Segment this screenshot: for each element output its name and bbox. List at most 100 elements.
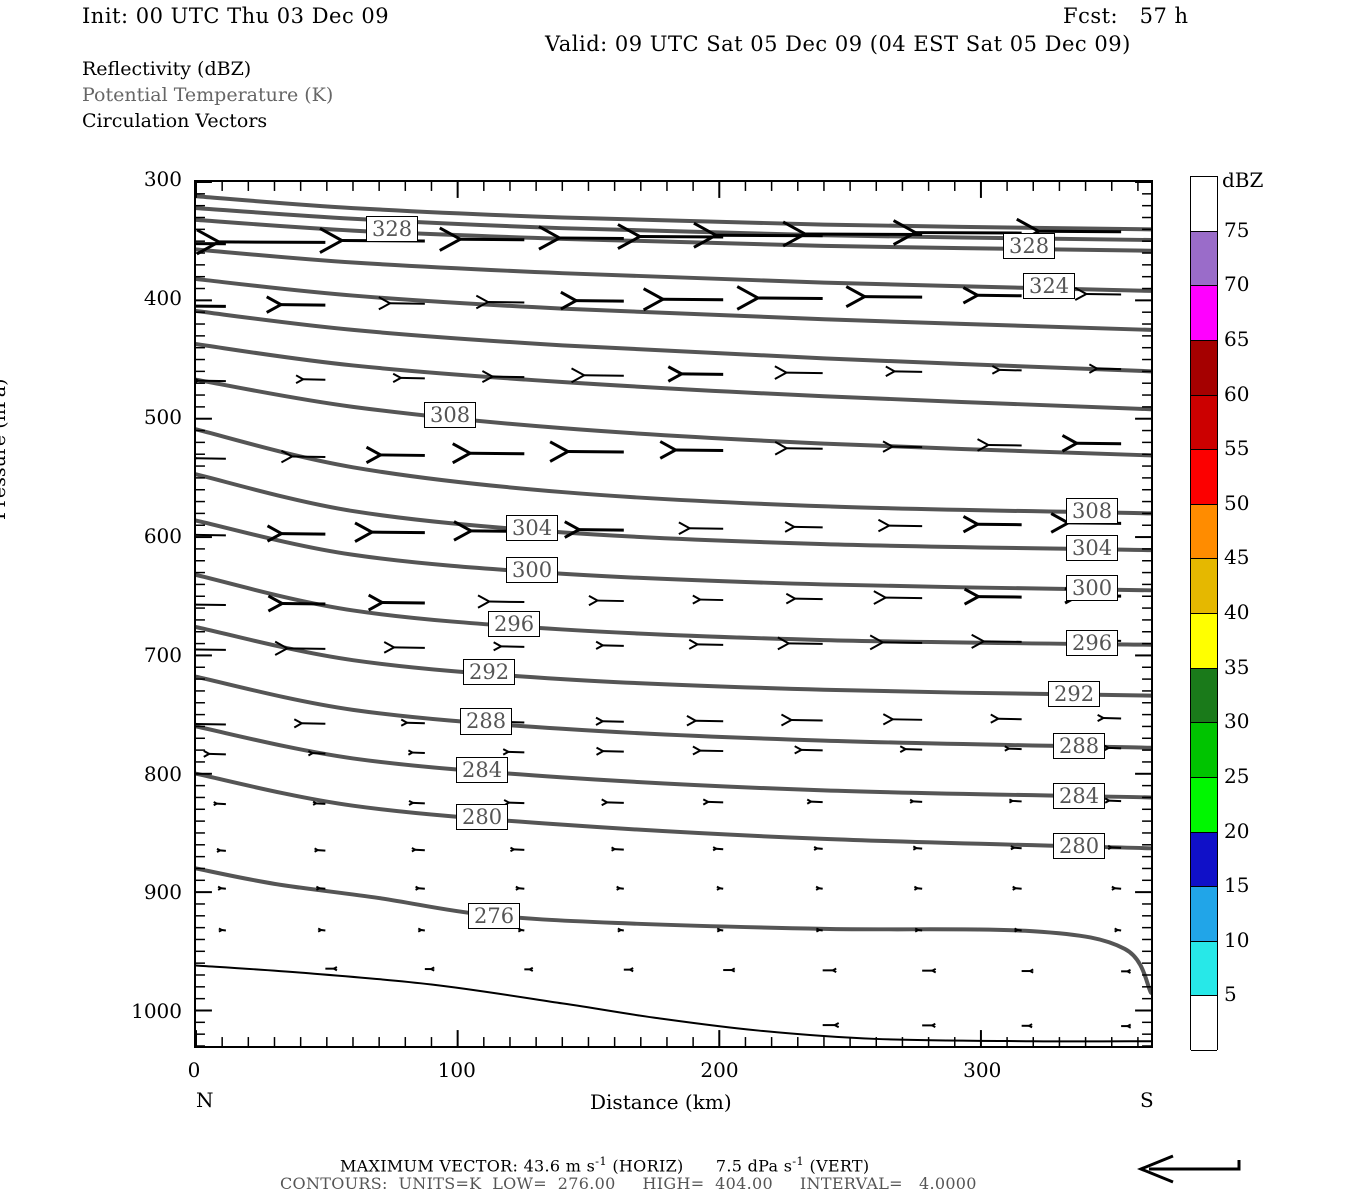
wind-vector <box>1008 798 1022 804</box>
max-vector-vert-exponent: -1 <box>792 1154 805 1168</box>
wind-vector <box>822 1022 840 1029</box>
colorbar-band <box>1191 723 1217 778</box>
wind-vector <box>642 287 724 312</box>
contours-units: UNITS=K <box>398 1174 482 1193</box>
wind-vector <box>912 845 923 851</box>
plot-canvas <box>196 182 1151 1046</box>
wind-vector <box>611 846 624 852</box>
contour-label: 300 <box>506 556 559 583</box>
wind-vector <box>196 533 226 537</box>
wind-vector <box>213 801 226 807</box>
wind-vector <box>1104 744 1122 751</box>
x-axis-label: Distance (km) <box>590 1090 732 1114</box>
colorbar-band <box>1191 504 1217 560</box>
wind-vector <box>203 749 226 758</box>
wind-vector <box>475 294 525 310</box>
colorbar-tick-label: 45 <box>1224 545 1250 570</box>
colorbar-tick-label: 15 <box>1224 873 1250 898</box>
wind-vector <box>815 885 823 891</box>
wind-vector <box>265 295 326 314</box>
wind-vector <box>785 592 823 605</box>
wind-vector <box>991 365 1022 375</box>
wind-vector <box>307 750 326 757</box>
wind-vector <box>962 515 1022 534</box>
wind-vector <box>1061 434 1122 453</box>
y-axis-tick-label: 300 <box>143 167 182 191</box>
wind-vector <box>873 590 923 605</box>
wind-vector <box>1012 885 1022 891</box>
wind-vector <box>815 927 823 933</box>
wind-vector <box>1088 363 1122 374</box>
wind-vector <box>692 745 724 756</box>
wind-vector <box>216 847 226 853</box>
max-vector-vert-value: 7.5 <box>715 1156 743 1176</box>
contour-line <box>196 277 1151 332</box>
cross-section-plot: 328 308 304 300 296 292 288 284 280 276 328 324 308 3… <box>194 180 1153 1048</box>
wind-vector <box>266 524 326 543</box>
contour-label: 280 <box>1053 833 1106 860</box>
wind-vector <box>794 745 823 755</box>
contours-low: LOW= 276.00 <box>492 1174 616 1193</box>
forecast-hour-text: Fcst: 57 h <box>1063 4 1189 28</box>
wind-vector <box>571 367 624 384</box>
contour-line <box>196 342 1151 412</box>
colorbar-tick-label: 30 <box>1224 709 1250 734</box>
wind-vector <box>1121 968 1131 974</box>
contour-line <box>196 724 1151 800</box>
contour-line <box>196 427 1151 516</box>
colorbar-tick-label: 40 <box>1224 600 1250 624</box>
colorbar-band <box>1191 941 1217 997</box>
contour-line <box>196 247 1151 293</box>
wind-vector <box>560 290 624 311</box>
wind-vector <box>378 296 425 311</box>
wind-vector <box>196 242 226 246</box>
valid-time-text: Valid: 09 UTC Sat 05 Dec 09 (04 EST Sat … <box>545 32 1131 56</box>
contour-label: 328 <box>366 216 419 243</box>
contour-label: 304 <box>506 514 559 541</box>
wind-vector <box>477 594 525 609</box>
wind-vector <box>588 595 624 607</box>
wind-vector <box>549 440 624 463</box>
wind-vector <box>1021 968 1034 974</box>
colorbar-tick-label: 20 <box>1224 818 1250 843</box>
wind-vector <box>922 967 937 974</box>
max-vector-label: MAXIMUM VECTOR: <box>340 1156 519 1176</box>
wind-vector <box>595 640 624 650</box>
wind-vector <box>1114 927 1122 933</box>
wind-vector <box>784 521 823 533</box>
contours-label: CONTOURS: <box>280 1174 388 1193</box>
contour-label: 308 <box>424 401 477 428</box>
wind-vector <box>782 220 923 248</box>
wind-vector <box>196 456 226 460</box>
wind-vector <box>1104 797 1122 804</box>
colorbar-band <box>1191 177 1217 232</box>
wind-vector <box>882 440 923 453</box>
contours-interval: INTERVAL= 4.0000 <box>799 1174 977 1193</box>
contour-label: 288 <box>1053 732 1106 759</box>
contour-line <box>196 771 1151 851</box>
contour-line <box>196 206 1151 243</box>
colorbar-band <box>1191 450 1217 505</box>
contour-label: 292 <box>463 658 516 685</box>
wind-vector <box>524 966 534 972</box>
colorbar-band <box>1191 614 1217 669</box>
wind-vector <box>845 285 923 309</box>
wind-vector <box>515 885 525 891</box>
wind-vector <box>314 847 326 853</box>
wind-vector <box>877 518 923 533</box>
wind-vector <box>702 798 724 806</box>
max-vector-horiz-value: 43.6 <box>523 1156 561 1176</box>
colorbar-band <box>1191 777 1217 833</box>
colorbar-band <box>1191 395 1217 451</box>
contours-high: HIGH= 404.00 <box>642 1174 773 1193</box>
wind-vector <box>678 521 724 536</box>
wind-vector <box>196 228 326 256</box>
y-axis-tick-label: 900 <box>143 880 182 905</box>
x-axis-tick-label: 300 <box>963 1058 1002 1082</box>
contour-label: 308 <box>1066 497 1119 524</box>
wind-vector <box>716 927 724 933</box>
wind-vector <box>354 521 425 543</box>
colorbar-band <box>1191 286 1217 341</box>
wind-vector <box>417 927 425 933</box>
wind-vector <box>913 885 923 891</box>
